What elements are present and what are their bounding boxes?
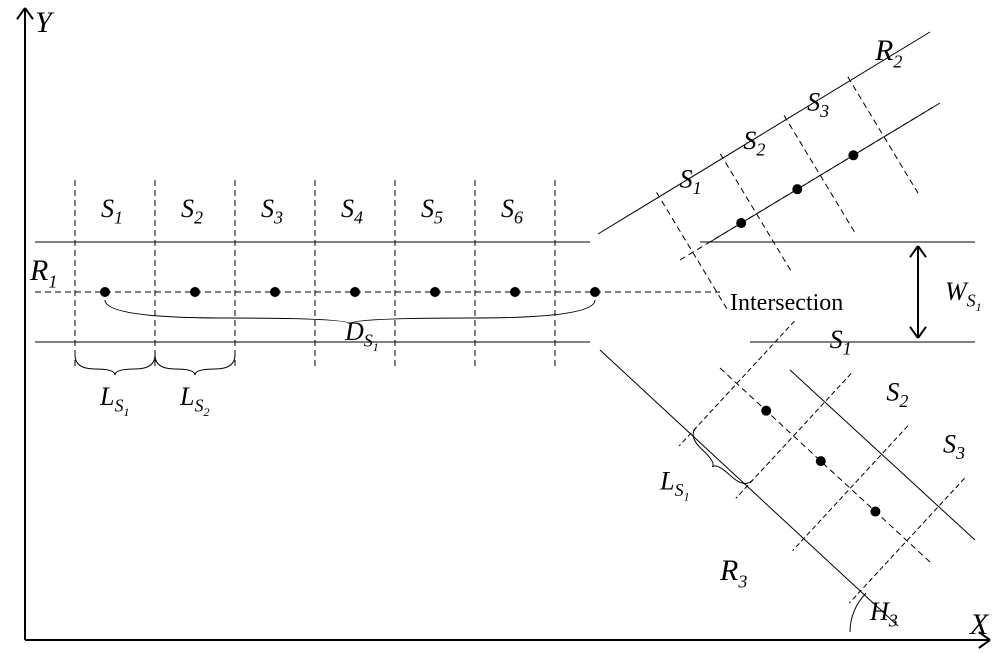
svg-text:S5: S5 xyxy=(421,194,443,228)
svg-text:S1: S1 xyxy=(101,194,123,228)
svg-text:S3: S3 xyxy=(807,88,829,122)
svg-text:S1: S1 xyxy=(830,325,852,359)
svg-text:DS1: DS1 xyxy=(344,317,379,354)
svg-text:LS1: LS1 xyxy=(659,466,689,503)
svg-text:S3: S3 xyxy=(261,194,283,228)
svg-text:R1: R1 xyxy=(29,254,57,292)
svg-text:X: X xyxy=(969,608,990,641)
svg-text:Intersection: Intersection xyxy=(730,290,843,316)
svg-text:S2: S2 xyxy=(743,126,765,160)
svg-text:R3: R3 xyxy=(719,554,747,592)
svg-text:H3: H3 xyxy=(869,597,898,631)
svg-text:WS1: WS1 xyxy=(945,277,982,314)
svg-text:S3: S3 xyxy=(943,430,965,464)
svg-text:S1: S1 xyxy=(680,165,702,199)
svg-text:R2: R2 xyxy=(874,34,902,72)
svg-text:LS1: LS1 xyxy=(99,382,129,419)
svg-text:S6: S6 xyxy=(501,194,523,228)
svg-text:S2: S2 xyxy=(181,194,203,228)
svg-text:S4: S4 xyxy=(341,194,363,228)
svg-text:S2: S2 xyxy=(886,377,908,411)
svg-text:Y: Y xyxy=(35,6,55,39)
svg-text:LS2: LS2 xyxy=(179,382,209,419)
